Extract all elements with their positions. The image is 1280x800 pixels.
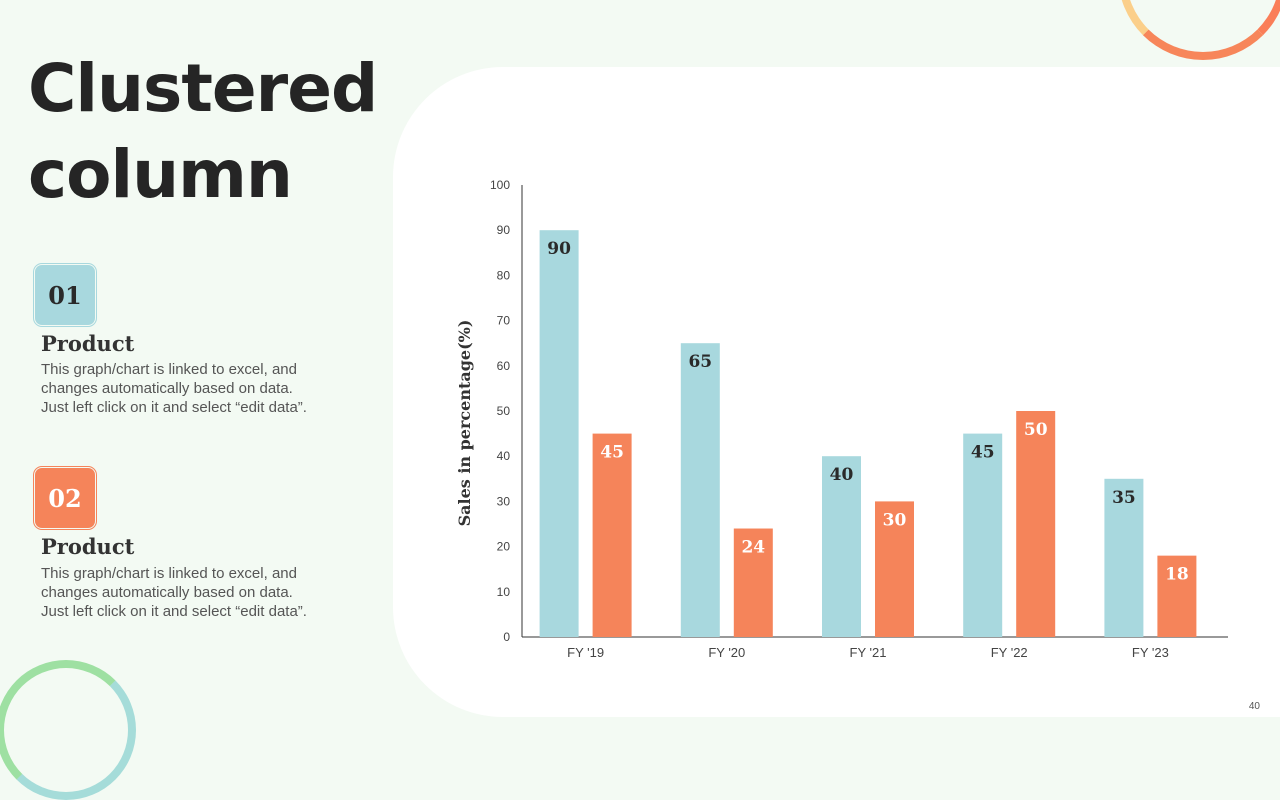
slide-title-line-2: column (28, 136, 293, 213)
data-label-series-2: 30 (883, 510, 907, 530)
product-description-01: This graph/chart is linked to excel, and… (41, 361, 307, 416)
badge-01: 01 (35, 265, 95, 325)
bar-series-1 (822, 456, 861, 637)
product-description-02: This graph/chart is linked to excel, and… (41, 565, 307, 620)
y-tick-label: 90 (497, 223, 511, 237)
data-label-series-2: 50 (1024, 420, 1048, 440)
y-tick-label: 70 (497, 314, 511, 328)
y-tick-label: 0 (503, 630, 510, 644)
badge-outline-01 (33, 263, 97, 327)
bar-series-2 (1157, 555, 1197, 637)
x-tick-label: FY '20 (708, 645, 745, 660)
x-tick-label: FY '19 (567, 645, 604, 660)
decorative-ring-bottom-left (0, 660, 136, 800)
data-label-series-1: 90 (547, 239, 571, 259)
slide-title-line-1: Clustered (28, 50, 378, 127)
x-tick-label: FY '21 (850, 645, 887, 660)
data-label-series-2: 24 (741, 538, 765, 558)
badge-outline-02 (33, 466, 97, 530)
page-number: 40 (1248, 701, 1260, 712)
clustered-column-chart: 0 10 20 30 40 50 60 70 80 90 100 Sales in percentag… (455, 178, 1228, 660)
bar-series-2 (1016, 411, 1056, 637)
y-tick-label: 30 (497, 494, 511, 508)
x-tick-label: FY '23 (1132, 645, 1169, 660)
data-label-series-2: 18 (1165, 565, 1189, 585)
y-tick-label: 20 (497, 540, 511, 554)
y-tick-label: 10 (497, 585, 511, 599)
y-tick-label: 60 (497, 359, 511, 373)
product-title-01: Product (41, 331, 135, 356)
bar-series-2 (592, 433, 632, 637)
decorative-ring-top-right (1118, 0, 1280, 60)
bar-series-1 (1104, 478, 1144, 637)
data-label-series-2: 45 (600, 443, 624, 463)
bar-series-1 (680, 343, 720, 637)
bar-series-2 (733, 528, 773, 637)
product-title-02: Product (41, 534, 135, 559)
x-tick-label: FY '22 (991, 645, 1028, 660)
data-label-series-1: 45 (971, 443, 995, 463)
y-tick-label: 40 (497, 449, 511, 463)
bar-series-2 (875, 501, 914, 637)
data-label-series-1: 35 (1112, 488, 1136, 508)
bar-series-1 (963, 433, 1003, 637)
y-axis-title: Sales in percentage(%) (455, 320, 474, 527)
slide-title: Clustered column (28, 46, 378, 218)
bar-series-1 (539, 230, 579, 637)
data-label-series-1: 40 (830, 465, 854, 485)
data-label-series-1: 65 (688, 352, 712, 372)
badge-02: 02 (35, 468, 95, 528)
y-tick-label: 80 (497, 268, 511, 282)
y-tick-label: 100 (490, 178, 510, 192)
y-tick-label: 50 (497, 404, 511, 418)
